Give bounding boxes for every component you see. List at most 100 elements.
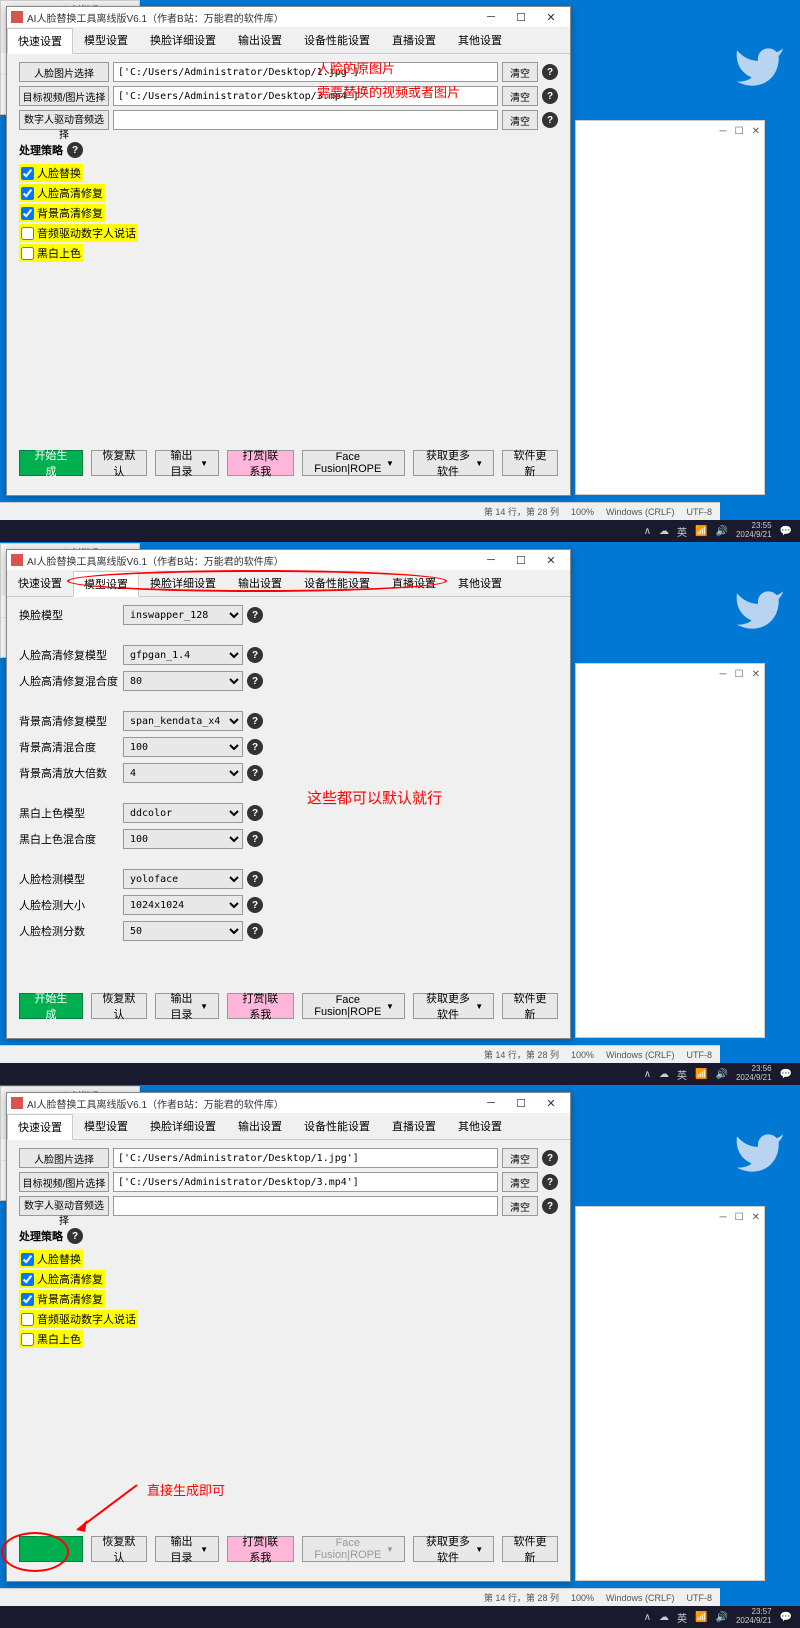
reset-button[interactable]: 恢复默认 [91, 1536, 147, 1562]
target-select-button[interactable]: 目标视频/图片选择 [19, 1172, 109, 1192]
minimize-button[interactable]: ─ [476, 11, 506, 24]
help-icon[interactable]: ? [247, 673, 263, 689]
minimize-button[interactable]: ─ [476, 554, 506, 567]
tab-perf[interactable]: 设备性能设置 [293, 570, 381, 596]
clear-button-3[interactable]: 清空 [502, 110, 538, 130]
clear-button[interactable]: 清空 [502, 1148, 538, 1168]
clear-button[interactable]: 清空 [502, 1172, 538, 1192]
help-icon[interactable]: ? [542, 88, 558, 104]
help-icon[interactable]: ? [247, 607, 263, 623]
tab-perf[interactable]: 设备性能设置 [293, 27, 381, 53]
tab-perf[interactable]: 设备性能设置 [293, 1113, 381, 1139]
reset-button[interactable]: 恢复默认 [91, 450, 147, 476]
model-select[interactable]: yoloface [123, 869, 243, 889]
target-input[interactable] [113, 1172, 498, 1192]
max-icon[interactable]: ☐ [735, 126, 744, 137]
more-button[interactable]: 获取更多软件▼ [413, 1536, 494, 1562]
facefusion-button[interactable]: Face Fusion|ROPE▼ [302, 450, 405, 476]
tray-icon[interactable]: ∧ [644, 526, 651, 537]
outdir-button[interactable]: 输出目录▼ [155, 993, 219, 1019]
more-button[interactable]: 获取更多软件▼ [413, 450, 494, 476]
donate-button[interactable]: 打赏|联系我 [227, 1536, 294, 1562]
tab-quick[interactable]: 快速设置 [7, 1114, 73, 1140]
maximize-button[interactable]: ☐ [506, 11, 536, 24]
facefusion-button[interactable]: Face Fusion|ROPE▼ [302, 1536, 405, 1562]
checkbox-人脸高清修复[interactable]: 人脸高清修复 [19, 1270, 105, 1288]
audio-input[interactable] [113, 110, 498, 130]
tab-live[interactable]: 直播设置 [381, 1113, 447, 1139]
target-select-button[interactable]: 目标视频/图片选择 [19, 86, 109, 106]
model-select[interactable]: inswapper_128 [123, 605, 243, 625]
start-button[interactable]: 开始生成 [19, 450, 83, 476]
help-icon[interactable]: ? [542, 112, 558, 128]
checkbox-背景高清修复[interactable]: 背景高清修复 [19, 1290, 105, 1308]
face-image-input[interactable] [113, 1148, 498, 1168]
model-select[interactable]: 50 [123, 921, 243, 941]
maximize-button[interactable]: ☐ [506, 554, 536, 567]
model-select[interactable]: gfpgan_1.4 [123, 645, 243, 665]
model-select[interactable]: 4 [123, 763, 243, 783]
face-image-select-button[interactable]: 人脸图片选择 [19, 62, 109, 82]
clear-button[interactable]: 清空 [502, 1196, 538, 1216]
start-button[interactable]: 开始生成 [19, 993, 83, 1019]
close-button[interactable]: ✕ [536, 11, 566, 24]
checkbox-音频驱动数字人说话[interactable]: 音频驱动数字人说话 [19, 224, 138, 242]
checkbox-音频驱动数字人说话[interactable]: 音频驱动数字人说话 [19, 1310, 138, 1328]
help-icon[interactable]: ? [542, 1198, 558, 1214]
start-button[interactable]: 开始生成 [19, 1536, 83, 1562]
help-icon[interactable]: ? [247, 871, 263, 887]
help-icon[interactable]: ? [67, 1228, 83, 1244]
close-icon[interactable]: ✕ [752, 669, 760, 680]
help-icon[interactable]: ? [67, 142, 83, 158]
tab-quick[interactable]: 快速设置 [7, 28, 73, 54]
notif-icon[interactable]: 💬 [780, 526, 792, 537]
checkbox-黑白上色[interactable]: 黑白上色 [19, 1330, 83, 1348]
help-icon[interactable]: ? [542, 1150, 558, 1166]
help-icon[interactable]: ? [247, 765, 263, 781]
help-icon[interactable]: ? [247, 897, 263, 913]
target-input[interactable] [113, 86, 498, 106]
checkbox-人脸替换[interactable]: 人脸替换 [19, 1250, 83, 1268]
checkbox-黑白上色[interactable]: 黑白上色 [19, 244, 83, 262]
tab-other[interactable]: 其他设置 [447, 27, 513, 53]
help-icon[interactable]: ? [247, 739, 263, 755]
help-icon[interactable]: ? [247, 805, 263, 821]
model-select[interactable]: ddcolor [123, 803, 243, 823]
more-button[interactable]: 获取更多软件▼ [413, 993, 494, 1019]
minimize-button[interactable]: ─ [476, 1097, 506, 1110]
onedrive-icon[interactable]: ☁ [659, 526, 669, 537]
wifi-icon[interactable]: 📶 [695, 526, 707, 537]
audio-input[interactable] [113, 1196, 498, 1216]
tab-output[interactable]: 输出设置 [227, 27, 293, 53]
tab-model[interactable]: 模型设置 [73, 27, 139, 53]
clock[interactable]: 23:552024/9/21 [736, 522, 772, 540]
help-icon[interactable]: ? [247, 831, 263, 847]
tab-output[interactable]: 输出设置 [227, 570, 293, 596]
tab-other[interactable]: 其他设置 [447, 1113, 513, 1139]
clear-button-1[interactable]: 清空 [502, 62, 538, 82]
tab-model[interactable]: 模型设置 [73, 1113, 139, 1139]
close-button[interactable]: ✕ [536, 554, 566, 567]
max-icon[interactable]: ☐ [735, 669, 744, 680]
help-icon[interactable]: ? [542, 64, 558, 80]
face-image-input[interactable] [113, 62, 498, 82]
model-select[interactable]: 100 [123, 829, 243, 849]
min-icon[interactable]: ─ [720, 669, 727, 680]
help-icon[interactable]: ? [247, 923, 263, 939]
donate-button[interactable]: 打赏|联系我 [227, 450, 294, 476]
ime-icon[interactable]: 英 [677, 524, 687, 539]
tab-model[interactable]: 模型设置 [73, 571, 139, 597]
tab-other[interactable]: 其他设置 [447, 570, 513, 596]
checkbox-人脸替换[interactable]: 人脸替换 [19, 164, 83, 182]
face-image-select-button[interactable]: 人脸图片选择 [19, 1148, 109, 1168]
tab-live[interactable]: 直播设置 [381, 570, 447, 596]
outdir-button[interactable]: 输出目录▼ [155, 1536, 219, 1562]
tab-detail[interactable]: 换脸详细设置 [139, 27, 227, 53]
model-select[interactable]: 80 [123, 671, 243, 691]
donate-button[interactable]: 打赏|联系我 [227, 993, 294, 1019]
model-select[interactable]: 100 [123, 737, 243, 757]
tab-output[interactable]: 输出设置 [227, 1113, 293, 1139]
help-icon[interactable]: ? [247, 647, 263, 663]
update-button[interactable]: 软件更新 [502, 1536, 558, 1562]
volume-icon[interactable]: 🔊 [716, 526, 728, 537]
